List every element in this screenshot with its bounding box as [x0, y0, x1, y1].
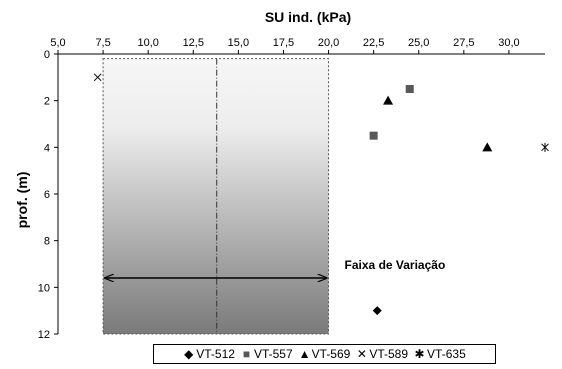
x-tick-label: 7,5: [95, 37, 110, 49]
legend-label: VT-557: [253, 347, 293, 361]
point-diamond: [372, 306, 382, 316]
legend-symbol: ▲: [298, 347, 311, 361]
legend-symbol: ■: [242, 347, 251, 361]
range-band-rect: [102, 58, 330, 335]
legend-item: ✱ VT-635: [414, 347, 466, 361]
legend-label: VT-569: [311, 347, 351, 361]
y-tick-label: 10: [38, 282, 50, 294]
point-square: [405, 85, 414, 93]
point-x: [93, 73, 102, 82]
range-band-label: Faixa de Variação: [345, 258, 446, 272]
legend-label: VT-589: [369, 347, 409, 361]
legend-symbol: ✱: [414, 347, 425, 361]
x-tick-label: 15,0: [228, 37, 249, 49]
x-tick-label: 17,5: [273, 37, 294, 49]
legend-item: ■ VT-557: [241, 347, 293, 361]
x-tick-label: 22,5: [363, 37, 384, 49]
legend-label: VT-635: [427, 347, 466, 361]
x-tick-label: 12,5: [183, 37, 204, 49]
point-square: [369, 131, 378, 140]
legend-item: ✕ VT-589: [356, 347, 408, 361]
range-band: [102, 58, 330, 335]
legend: ◆ VT-512 ■ VT-557 ▲ VT-569 ✕ VT-589 ✱ VT-635: [153, 344, 496, 364]
x-tick-label: 25,0: [408, 37, 429, 49]
y-tick-label: 8: [44, 236, 50, 248]
x-ticks: 5,0 7,5 10,0 12,5 15,0 17,5 20,0 22,5 25,0 27,5 30…: [50, 37, 520, 54]
legend-item: ▲ VT-569: [299, 347, 351, 361]
y-tick-label: 12: [38, 329, 50, 341]
point-triangle: [482, 142, 493, 152]
legend-item: ◆ VT-512: [183, 347, 235, 361]
point-asterisk: [541, 142, 549, 152]
point-triangle: [383, 95, 394, 105]
y-tick-label: 2: [44, 96, 50, 108]
y-tick-label: 0: [44, 49, 50, 61]
legend-label: VT-512: [196, 347, 235, 361]
x-tick-label: 30,0: [498, 37, 519, 49]
y-tick-label: 6: [44, 189, 50, 201]
y-axis-title: prof. (m): [14, 172, 30, 229]
x-tick-label: 27,5: [453, 37, 474, 49]
legend-symbol: ✕: [356, 347, 367, 361]
x-tick-label: 5,0: [50, 37, 65, 49]
x-tick-label: 10,0: [137, 37, 158, 49]
y-tick-label: 4: [44, 142, 50, 154]
y-ticks: 0 2 4 6 8 10 12: [38, 49, 58, 341]
data-points: [93, 73, 549, 316]
x-tick-label: 20,0: [318, 37, 339, 49]
legend-symbol: ◆: [184, 347, 194, 361]
x-axis-title: SU ind. (kPa): [265, 9, 351, 25]
